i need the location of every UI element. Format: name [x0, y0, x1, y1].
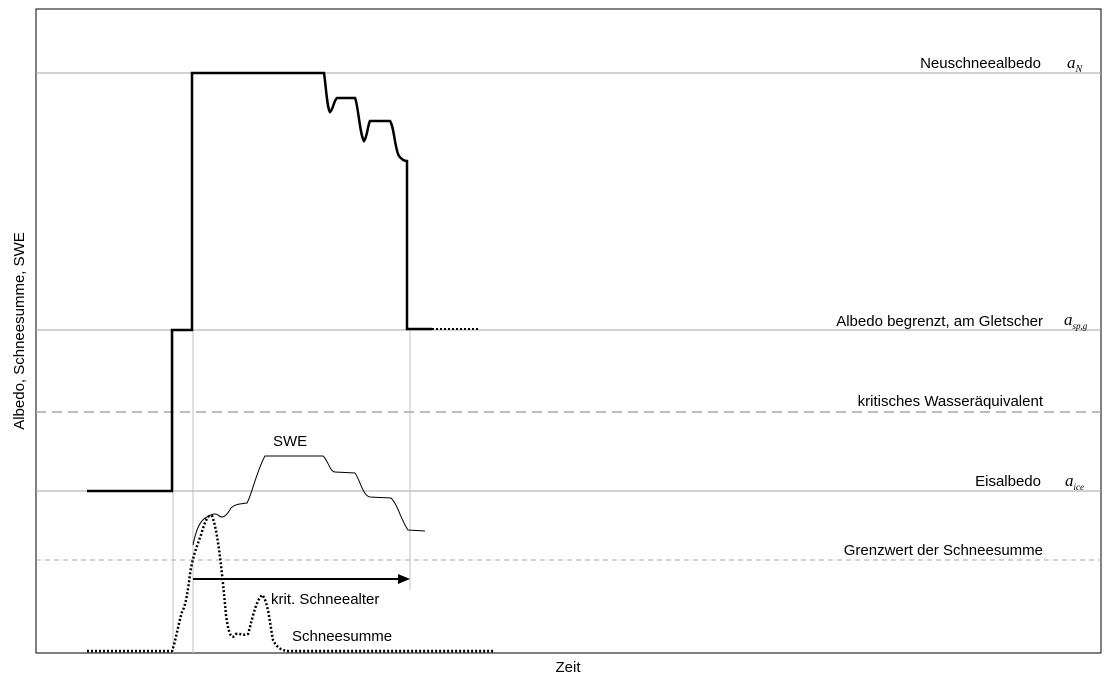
grenzwert-schneesumme-label: Grenzwert der Schneesumme [844, 542, 1043, 559]
schneesumme-label: Schneesumme [292, 628, 392, 645]
eisalbedo-symbol: aice [1065, 471, 1084, 492]
albedo-curve [87, 71, 432, 493]
neuschneealbedo-symbol: aN [1067, 53, 1084, 75]
plot-frame [35, 8, 1102, 654]
y-axis-label: Albedo, Schneesumme, SWE [11, 232, 28, 430]
neuschneealbedo-label: Neuschneealbedo [920, 55, 1041, 72]
eisalbedo-label: Eisalbedo [975, 473, 1041, 490]
swe-label: SWE [273, 433, 307, 450]
albedo-spg-label: Albedo begrenzt, am Gletscher [836, 313, 1043, 330]
schneesumme-curve [87, 514, 495, 653]
kritisches-wasseraequivalent-label: kritisches Wasseräquivalent [858, 393, 1044, 410]
swe-curve [192, 455, 426, 546]
albedo-spg-symbol: asp,g [1064, 310, 1088, 331]
arrow-head-icon [398, 574, 410, 584]
krit-schneealter-label: krit. Schneealter [271, 591, 379, 608]
x-axis-label: Zeit [555, 659, 581, 676]
